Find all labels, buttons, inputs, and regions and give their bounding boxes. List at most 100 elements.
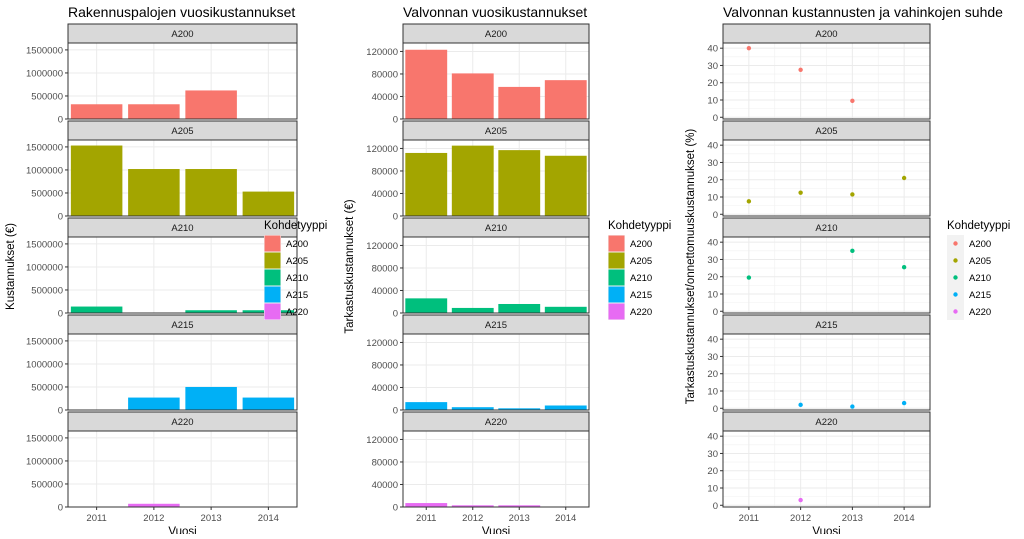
bar-a210-2012 [451,307,494,313]
y-tick-label: 0 [393,406,398,417]
chart-1: Rakennuspalojen vuosikustannukset A200 0 50… [5,4,327,538]
y-tick-label: 1500000 [26,45,63,56]
bar-a215-2014 [242,397,295,410]
x-tick-label: 2014 [894,513,915,524]
panel-background [403,334,589,410]
y-tick-label: 0 [393,503,398,514]
y-tick-label: 500000 [31,382,63,393]
panel-border [67,42,298,120]
bar-a200-2013 [185,90,237,119]
legend-title: Kohdetyyppi [264,220,327,232]
y-tick-label: 1000000 [26,262,63,273]
bar-a215-2013 [498,408,541,410]
panel-border [67,430,298,508]
chart-2: Valvonnan vuosikustannukset A200 0 40000 800… [344,4,671,538]
panel-border [67,333,298,411]
y-tick-label: 30 [707,158,718,169]
y-tick-label: 40 [707,335,718,346]
bar-a215-2014 [544,405,587,410]
y-tick-label: 0 [58,309,63,320]
chart-title: Valvonnan kustannusten ja vahinkojen suh… [723,4,1003,20]
y-tick-label: 120000 [366,435,398,446]
y-tick-label: 1000000 [26,456,63,467]
y-tick-label: 40 [707,432,718,443]
legend-key-a200 [608,235,625,252]
y-tick-label: 40000 [372,383,398,394]
panel-border [402,430,590,508]
x-tick-label: 2014 [258,513,279,524]
panel-border [402,139,590,217]
legend-title: Kohdetyyppi [608,220,671,232]
facet-strip-label: A200 [485,29,507,40]
bar-a220-2011 [405,503,448,507]
legend-key-a220 [264,303,281,320]
facet-strip-label: A205 [171,126,193,137]
x-tick-label: 2012 [462,513,483,524]
facet-strip-label: A205 [485,126,507,137]
legend-label-a200: A200 [286,239,308,250]
legend-key-a210 [953,275,958,280]
legend-title: Kohdetyyppi [947,220,1010,232]
bar-a205-2013 [498,150,541,216]
bar-a205-2013 [185,169,237,216]
facet-panel-a215: A215 0 500000 1000000 1500000 [26,314,298,417]
y-tick-label: 20 [707,175,718,186]
chart-title: Rakennuspalojen vuosikustannukset [68,4,295,20]
y-tick-label: 80000 [372,69,398,80]
legend-label-a215: A215 [630,290,652,301]
facet-strip-label: A200 [815,29,837,40]
y-tick-label: 30 [707,255,718,266]
facet-strip-label: A210 [815,223,837,234]
y-tick-label: 0 [713,307,718,318]
point-a215-2013 [850,404,855,409]
y-tick-label: 1000000 [26,359,63,370]
y-tick-label: 500000 [31,285,63,296]
y-tick-label: 80000 [372,263,398,274]
point-a205-2012 [798,190,803,195]
x-axis-label: Vuosi [812,526,840,534]
y-tick-label: 10 [707,387,718,398]
legend-key-a210 [608,269,625,286]
legend-label-a210: A210 [969,273,991,284]
facet-panel-a220: A220 0 500000 1000000 1500000 [26,411,298,514]
y-tick-label: 30 [707,352,718,363]
bar-a220-2012 [451,505,494,507]
facet-panel-a210: A210 0 40000 80000 120000 [366,217,590,320]
legend-label-a200: A200 [630,239,652,250]
y-axis-label: Tarkastuskustannukset (€) [344,199,356,333]
y-tick-label: 1000000 [26,165,63,176]
y-tick-label: 10 [707,484,718,495]
chart-3: Valvonnan kustannusten ja vahinkojen suh… [685,4,1010,538]
legend-key-a215 [953,292,958,297]
y-tick-label: 0 [393,309,398,320]
bar-a205-2014 [242,191,295,216]
y-tick-label: 1500000 [26,239,63,250]
bar-a205-2012 [128,169,180,216]
legend-label-a215: A215 [286,290,308,301]
y-tick-label: 10 [707,290,718,301]
y-axis-label: Tarkastuskustannukset/onnettomuuskustann… [685,129,697,405]
y-tick-label: 120000 [366,47,398,58]
bar-a215-2012 [128,397,180,410]
y-tick-label: 0 [713,210,718,221]
bar-a215-2013 [185,386,237,410]
y-tick-label: 500000 [31,188,63,199]
legend-key-a205 [608,252,625,269]
y-tick-label: 40 [707,44,718,55]
y-tick-label: 1500000 [26,142,63,153]
bar-a200-2014 [544,80,587,119]
point-a210-2014 [901,265,907,270]
legend-label-a220: A220 [630,307,652,318]
y-tick-label: 20 [707,369,718,380]
legend-label-a205: A205 [286,256,308,267]
point-a215-2012 [798,402,803,408]
y-tick-label: 0 [58,212,63,223]
bar-a200-2012 [128,104,180,119]
facet-strip-label: A215 [815,320,837,331]
x-tick-label: 2013 [842,513,863,524]
panel-border [402,236,590,314]
x-tick-label: 2011 [416,513,436,524]
y-tick-label: 40 [707,141,718,152]
bar-a210-2011 [405,298,448,313]
panel-border [722,42,931,120]
